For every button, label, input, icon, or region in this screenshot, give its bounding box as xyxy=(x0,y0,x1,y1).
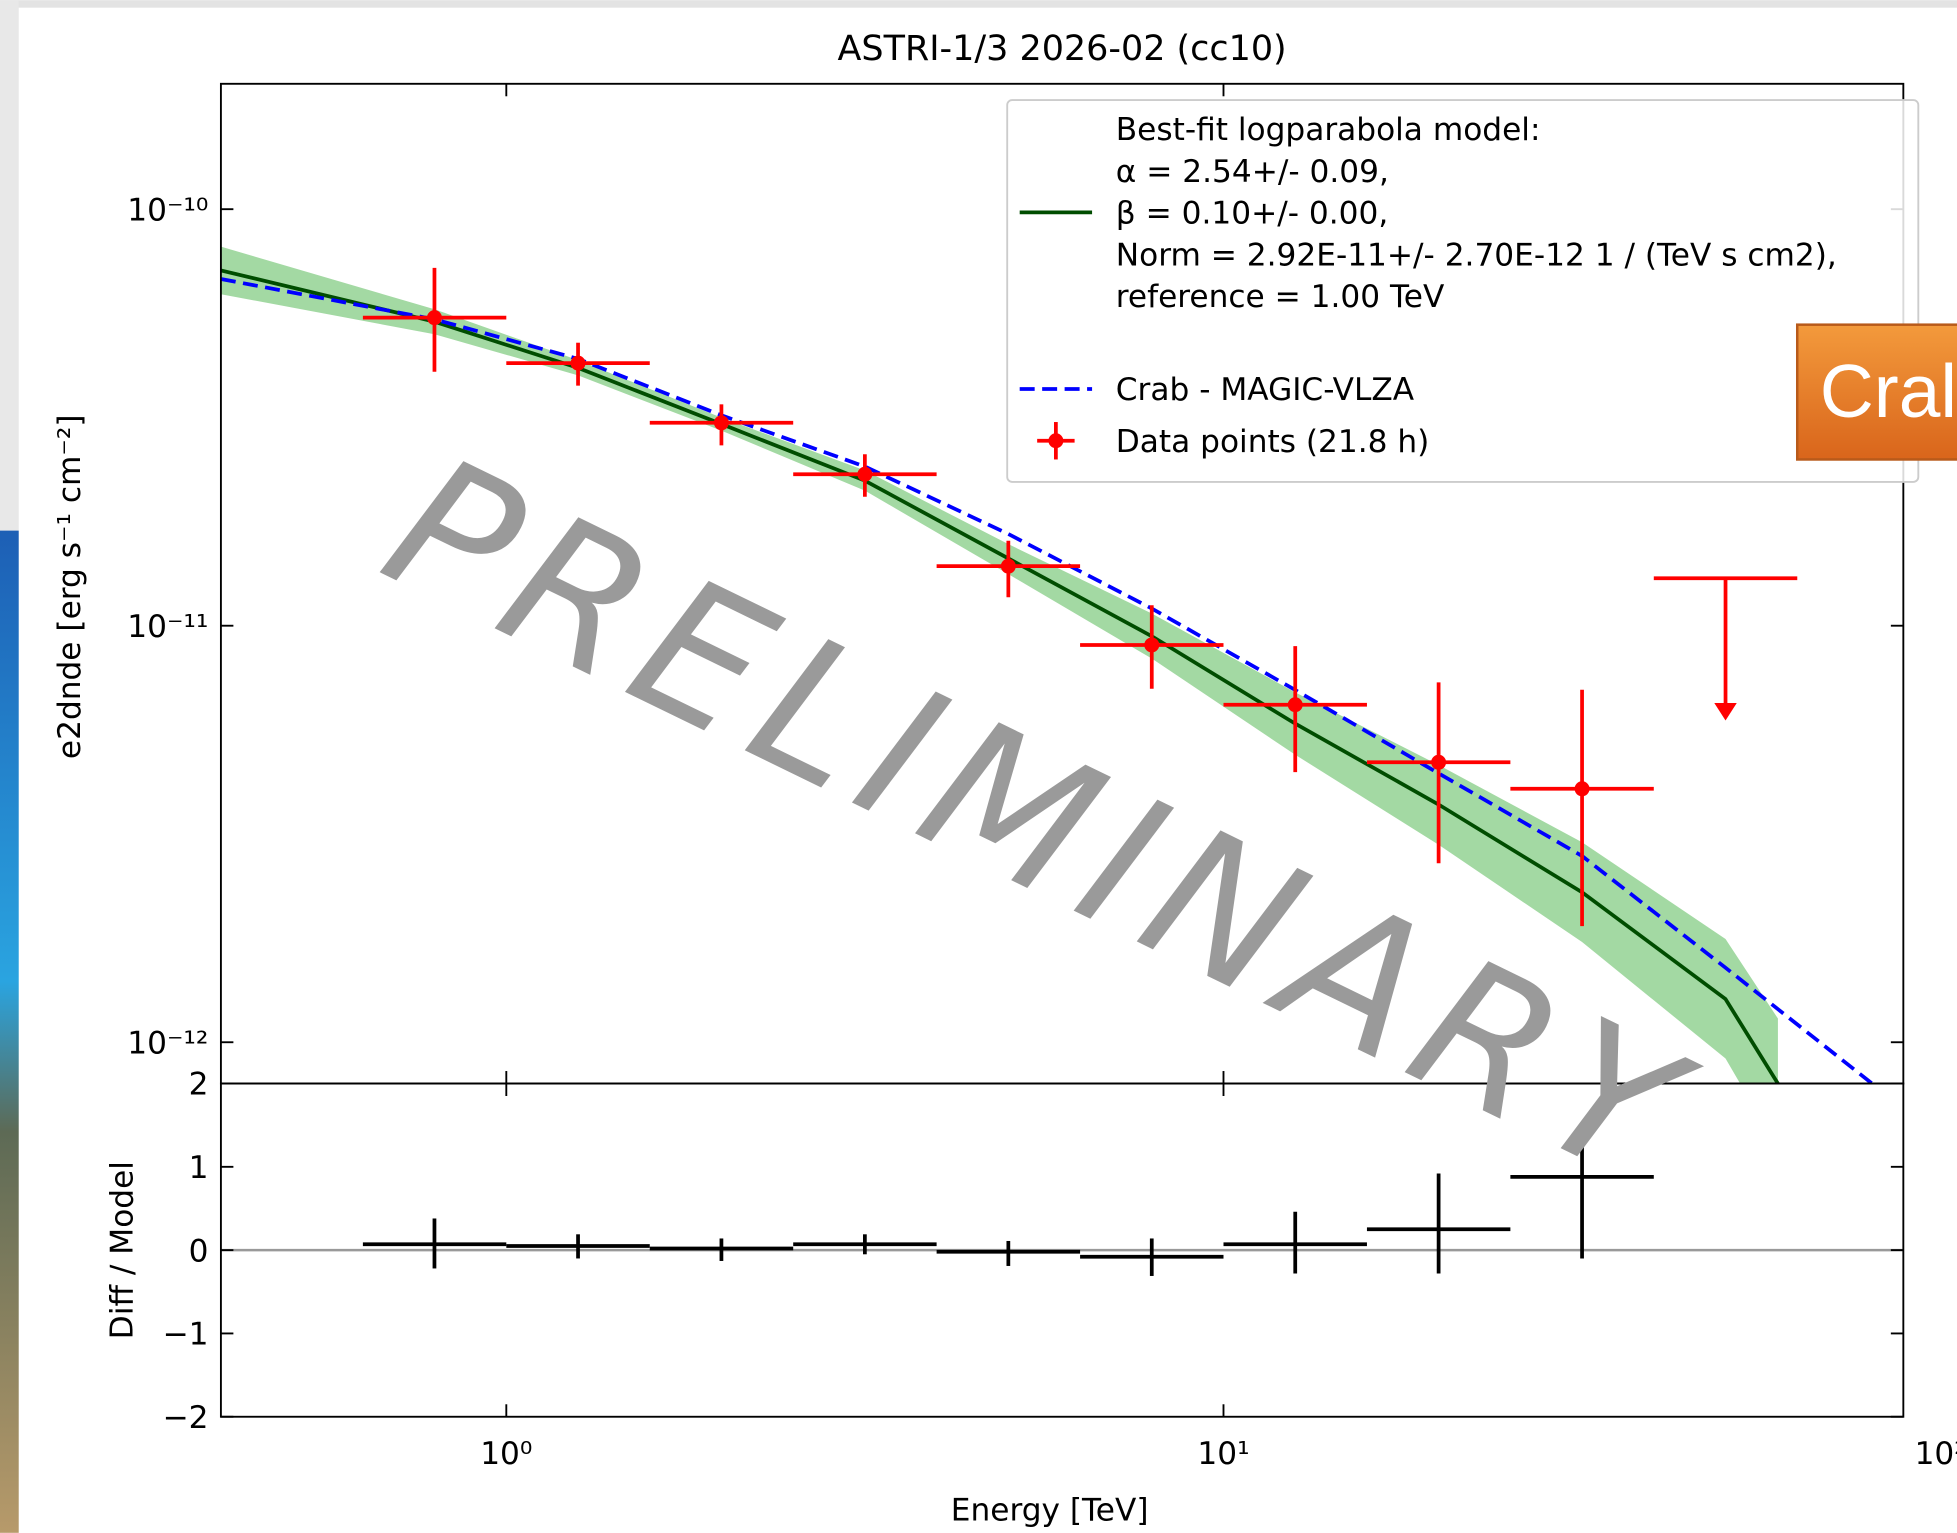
x-axis-label: Energy [TeV] xyxy=(951,1492,1149,1528)
legend-box xyxy=(1006,99,1920,483)
y-tick-label: 10⁻¹⁰ xyxy=(127,192,208,228)
slide-label: Cral xyxy=(1820,349,1957,433)
data-point xyxy=(1431,754,1447,770)
slide-label-box: Cral xyxy=(1795,323,1957,461)
x-tick-label: 10² xyxy=(1915,1436,1957,1472)
y-tick-label: −2 xyxy=(162,1400,208,1436)
slide-border xyxy=(0,0,19,531)
axes-frame xyxy=(219,1082,1905,1418)
x-tick-label: 10⁰ xyxy=(480,1436,532,1472)
y-tick-label: 1 xyxy=(189,1150,209,1186)
slide-border xyxy=(0,0,1957,8)
data-point xyxy=(1000,558,1016,574)
legend-symbol xyxy=(1048,433,1064,449)
legend-label: Best-fit logparabola model: xyxy=(1116,112,1541,148)
x-tick-label: 10¹ xyxy=(1197,1436,1249,1472)
legend-label: Crab - MAGIC-VLZA xyxy=(1116,372,1415,408)
data-point xyxy=(1287,697,1303,713)
plot-area: ASTRI-1/3 2026-02 (cc10) e2dnde [erg s⁻¹ … xyxy=(52,29,1957,1528)
y-axis-label: e2dnde [erg s⁻¹ cm⁻²] xyxy=(52,414,88,759)
chart-title: ASTRI-1/3 2026-02 (cc10) xyxy=(838,29,1287,69)
y-tick-label: 2 xyxy=(189,1067,209,1103)
y-tick-label: −1 xyxy=(162,1317,208,1353)
slide-label-bg xyxy=(1795,323,1957,461)
upper-limit-arrowhead xyxy=(1714,703,1737,721)
legend-detail: reference = 1.00 TeV xyxy=(1116,279,1445,315)
legend-detail: β = 0.10+/- 0.00, xyxy=(1116,196,1388,232)
legend-detail: Norm = 2.92E-11+/- 2.70E-12 1 / (TeV s c… xyxy=(1116,237,1837,273)
data-point xyxy=(857,466,873,482)
data-point xyxy=(713,415,729,431)
y-tick-label: 10⁻¹¹ xyxy=(127,609,208,645)
legend-detail: α = 2.54+/- 0.09, xyxy=(1116,154,1389,190)
y-tick-label: 0 xyxy=(189,1233,209,1269)
y-tick-label: 10⁻¹² xyxy=(127,1025,208,1061)
data-point xyxy=(1574,781,1590,797)
legend-label: Data points (21.8 h) xyxy=(1116,424,1430,460)
data-point xyxy=(570,355,586,371)
model-line xyxy=(220,277,1874,1084)
data-point xyxy=(1144,637,1160,653)
model-line xyxy=(220,268,1780,1084)
series-layer xyxy=(220,246,1874,1084)
legend: Best-fit logparabola model: α = 2.54+/- 0… xyxy=(1006,99,1920,483)
data-point xyxy=(426,310,442,326)
y-axis-label: Diff / Model xyxy=(104,1161,140,1339)
slide-image xyxy=(0,530,19,1533)
